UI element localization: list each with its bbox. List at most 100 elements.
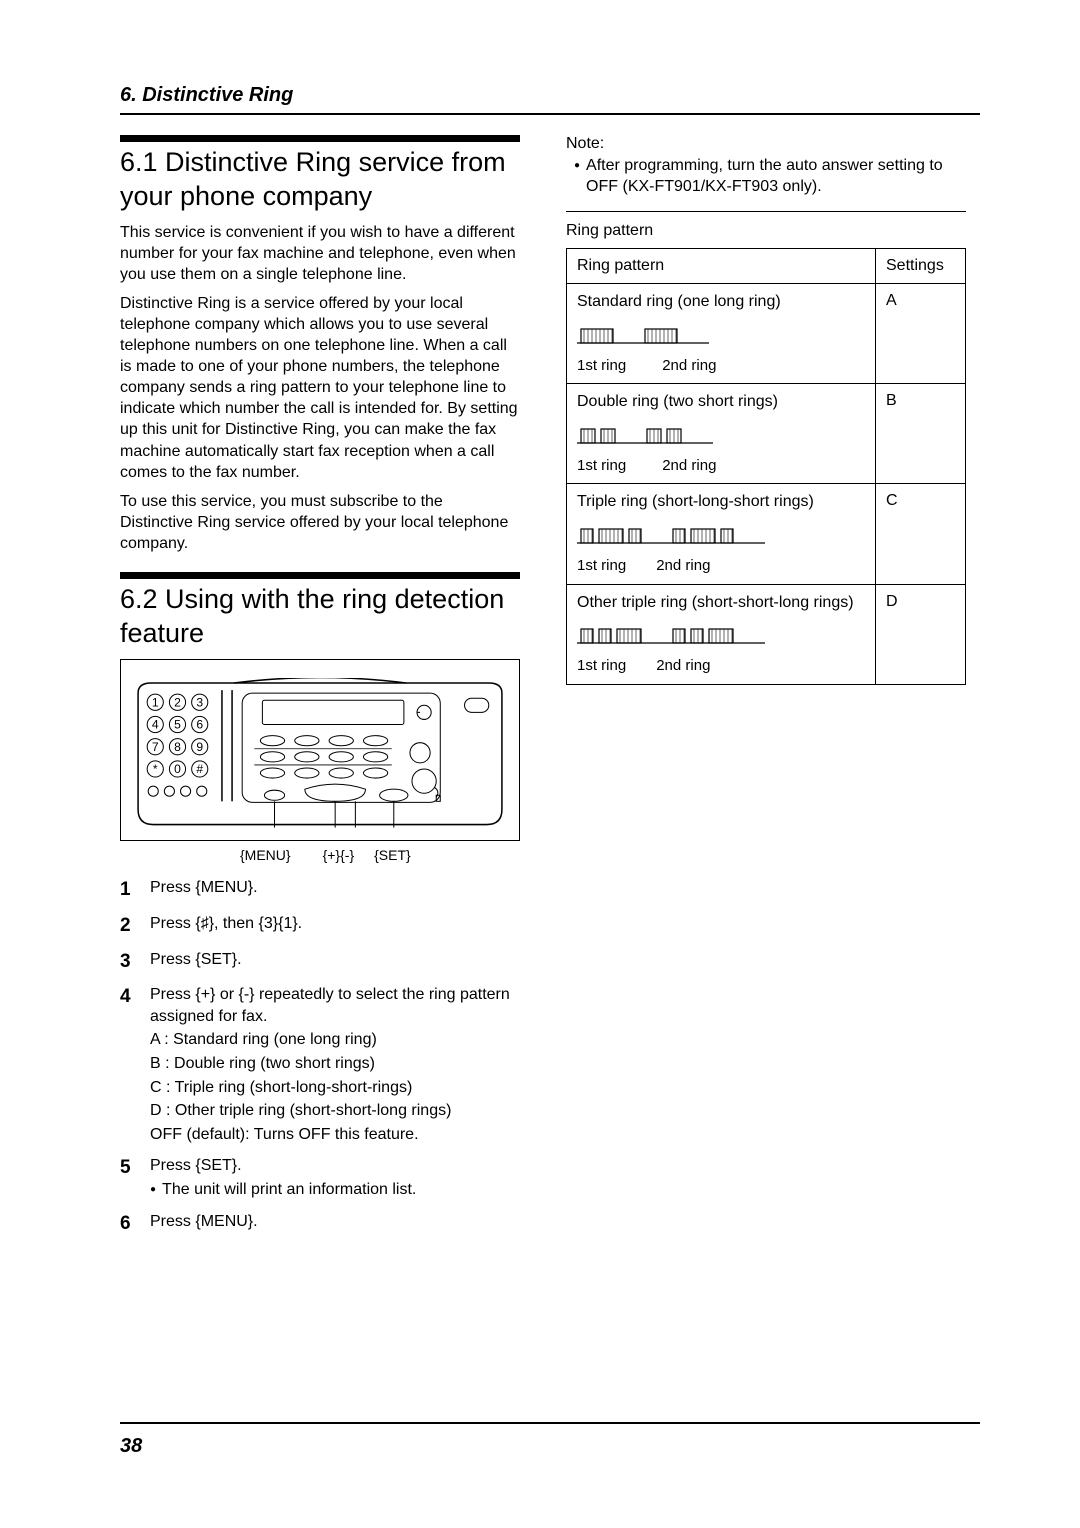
- section-6-1-p3: To use this service, you must subscribe …: [120, 491, 520, 554]
- section-bar: [120, 572, 520, 579]
- device-button-labels: {MENU} {+}{-} {SET}: [120, 847, 520, 863]
- step-body: Press {♯}, then {3}{1}.: [150, 913, 520, 939]
- step-sub: D : Other triple ring (short-short-long …: [150, 1100, 520, 1122]
- step-text: Press {MENU}.: [150, 877, 520, 899]
- ring-pattern-cell: Other triple ring (short-short-long ring…: [567, 584, 876, 684]
- svg-text:8: 8: [174, 739, 181, 753]
- step-number: 3: [120, 949, 150, 975]
- note-body: After programming, turn the auto answer …: [566, 155, 966, 197]
- plusminus-button-label: {+}{-}: [323, 847, 355, 863]
- two-column-layout: 6.1 Distinctive Ring service from your p…: [120, 135, 980, 1246]
- step: 3Press {SET}.: [120, 949, 520, 975]
- ring-labels: 1st ring 2nd ring: [577, 356, 865, 376]
- col-settings: Settings: [876, 249, 966, 284]
- svg-text:1: 1: [152, 695, 159, 709]
- procedure-steps: 1Press {MENU}.2Press {♯}, then {3}{1}.3P…: [120, 877, 520, 1236]
- ring-pattern-caption: Ring pattern: [566, 211, 966, 248]
- step-number: 4: [120, 984, 150, 1145]
- step-body: Press {SET}.: [150, 949, 520, 975]
- step: 4Press {+} or {-} repeatedly to select t…: [120, 984, 520, 1145]
- chapter-header: 6. Distinctive Ring: [120, 84, 980, 115]
- svg-text:#: #: [196, 762, 203, 776]
- ring-pattern-cell: Standard ring (one long ring) 1st ring 2nd…: [567, 284, 876, 384]
- col-ring-pattern: Ring pattern: [567, 249, 876, 284]
- ring-labels: 1st ring 2nd ring: [577, 556, 865, 576]
- ring-desc: Standard ring (one long ring): [577, 292, 865, 313]
- ring-labels: 1st ring2nd ring: [577, 656, 865, 676]
- ring-pattern-table: Ring pattern Settings Standard ring (one…: [566, 248, 966, 684]
- step-body: Press {MENU}.: [150, 1211, 520, 1237]
- page-number: 38: [120, 1435, 142, 1458]
- svg-text:3: 3: [196, 695, 203, 709]
- table-row: Other triple ring (short-short-long ring…: [567, 584, 966, 684]
- step-number: 2: [120, 913, 150, 939]
- step-text: Press {MENU}.: [150, 1211, 520, 1233]
- right-column: Note: After programming, turn the auto a…: [566, 135, 966, 1246]
- ring-diagram: [577, 427, 865, 454]
- step: 1Press {MENU}.: [120, 877, 520, 903]
- left-column: 6.1 Distinctive Ring service from your p…: [120, 135, 520, 1246]
- second-ring-label: 2nd ring: [662, 457, 716, 474]
- step-body: Press {+} or {-} repeatedly to select th…: [150, 984, 520, 1145]
- set-button-label: {SET}: [374, 847, 411, 863]
- step-bullet: The unit will print an information list.: [150, 1179, 520, 1201]
- first-ring-label: 1st ring: [577, 657, 626, 674]
- section-bar: [120, 135, 520, 142]
- note-label: Note:: [566, 135, 966, 153]
- table-row: Standard ring (one long ring) 1st ring 2nd…: [567, 284, 966, 384]
- ring-diagram: [577, 527, 865, 554]
- section-6-1-p1: This service is convenient if you wish t…: [120, 222, 520, 285]
- menu-button-label: {MENU}: [240, 847, 291, 863]
- step-number: 5: [120, 1155, 150, 1200]
- device-illustration: 1 2 3 4 5 6 7 8 9 * 0 #: [120, 659, 520, 842]
- footer-rule: [120, 1422, 980, 1424]
- svg-text:6: 6: [196, 717, 203, 731]
- svg-text:*: *: [153, 762, 158, 776]
- note-text: After programming, turn the auto answer …: [586, 155, 966, 197]
- step-text: Press {♯}, then {3}{1}.: [150, 913, 520, 935]
- step-sub: B : Double ring (two short rings): [150, 1053, 520, 1075]
- ring-waveform-icon: [577, 327, 709, 347]
- ring-waveform-icon: [577, 627, 765, 647]
- svg-text:0: 0: [174, 762, 181, 776]
- first-ring-label: 1st ring: [577, 557, 626, 574]
- svg-text:7: 7: [152, 739, 159, 753]
- ring-pattern-cell: Double ring (two short rings) 1st ring 2nd…: [567, 384, 876, 484]
- first-ring-label: 1st ring: [577, 457, 626, 474]
- ring-diagram: [577, 627, 865, 654]
- setting-cell: D: [876, 584, 966, 684]
- fax-device-diagram: 1 2 3 4 5 6 7 8 9 * 0 #: [133, 678, 507, 830]
- second-ring-label: 2nd ring: [662, 357, 716, 374]
- step: 5Press {SET}.The unit will print an info…: [120, 1155, 520, 1200]
- step-number: 1: [120, 877, 150, 903]
- ring-labels: 1st ring 2nd ring: [577, 456, 865, 476]
- section-6-2-title: 6.2 Using with the ring detection featur…: [120, 583, 520, 651]
- ring-diagram: [577, 327, 865, 354]
- step-sub: OFF (default): Turns OFF this feature.: [150, 1124, 520, 1146]
- second-ring-label: 2nd ring: [656, 557, 710, 574]
- ring-waveform-icon: [577, 427, 713, 447]
- setting-cell: B: [876, 384, 966, 484]
- step-number: 6: [120, 1211, 150, 1237]
- setting-cell: C: [876, 484, 966, 584]
- svg-text:2: 2: [174, 695, 181, 709]
- ring-waveform-icon: [577, 527, 765, 547]
- step: 6Press {MENU}.: [120, 1211, 520, 1237]
- first-ring-label: 1st ring: [577, 357, 626, 374]
- ring-desc: Triple ring (short-long-short rings): [577, 492, 865, 513]
- step-text: Press {SET}.: [150, 949, 520, 971]
- table-row: Double ring (two short rings) 1st ring 2nd…: [567, 384, 966, 484]
- table-row: Triple ring (short-long-short rings) 1st …: [567, 484, 966, 584]
- step-sub: A : Standard ring (one long ring): [150, 1029, 520, 1051]
- ring-desc: Double ring (two short rings): [577, 392, 865, 413]
- step-body: Press {SET}.The unit will print an infor…: [150, 1155, 520, 1200]
- section-6-1-title: 6.1 Distinctive Ring service from your p…: [120, 146, 520, 214]
- ring-pattern-cell: Triple ring (short-long-short rings) 1st …: [567, 484, 876, 584]
- section-6-1-p2: Distinctive Ring is a service offered by…: [120, 293, 520, 483]
- ring-desc: Other triple ring (short-short-long ring…: [577, 593, 865, 614]
- svg-text:4: 4: [152, 717, 159, 731]
- step-sub: C : Triple ring (short-long-short-rings): [150, 1077, 520, 1099]
- step-text: Press {+} or {-} repeatedly to select th…: [150, 984, 520, 1027]
- step: 2Press {♯}, then {3}{1}.: [120, 913, 520, 939]
- setting-cell: A: [876, 284, 966, 384]
